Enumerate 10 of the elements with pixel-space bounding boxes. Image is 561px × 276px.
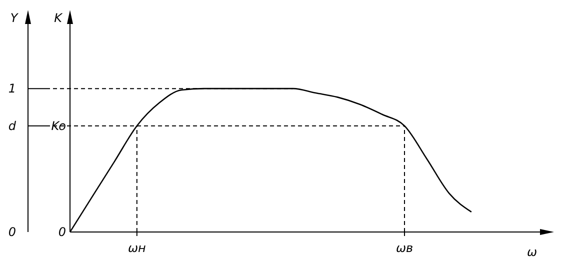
y-tick-label: 1	[8, 82, 16, 96]
x-tick-label: ωв	[396, 241, 414, 255]
x-axis-title: ω	[526, 245, 538, 259]
y2-axis-title: K	[54, 11, 64, 25]
y-tick-label: 0	[8, 225, 16, 239]
annotation: Ko	[51, 118, 66, 133]
text: 0	[58, 225, 66, 239]
y-tick-label: d	[8, 118, 16, 133]
x-tick-label: ωн	[128, 241, 146, 255]
y-axis-title: Y	[10, 11, 20, 25]
